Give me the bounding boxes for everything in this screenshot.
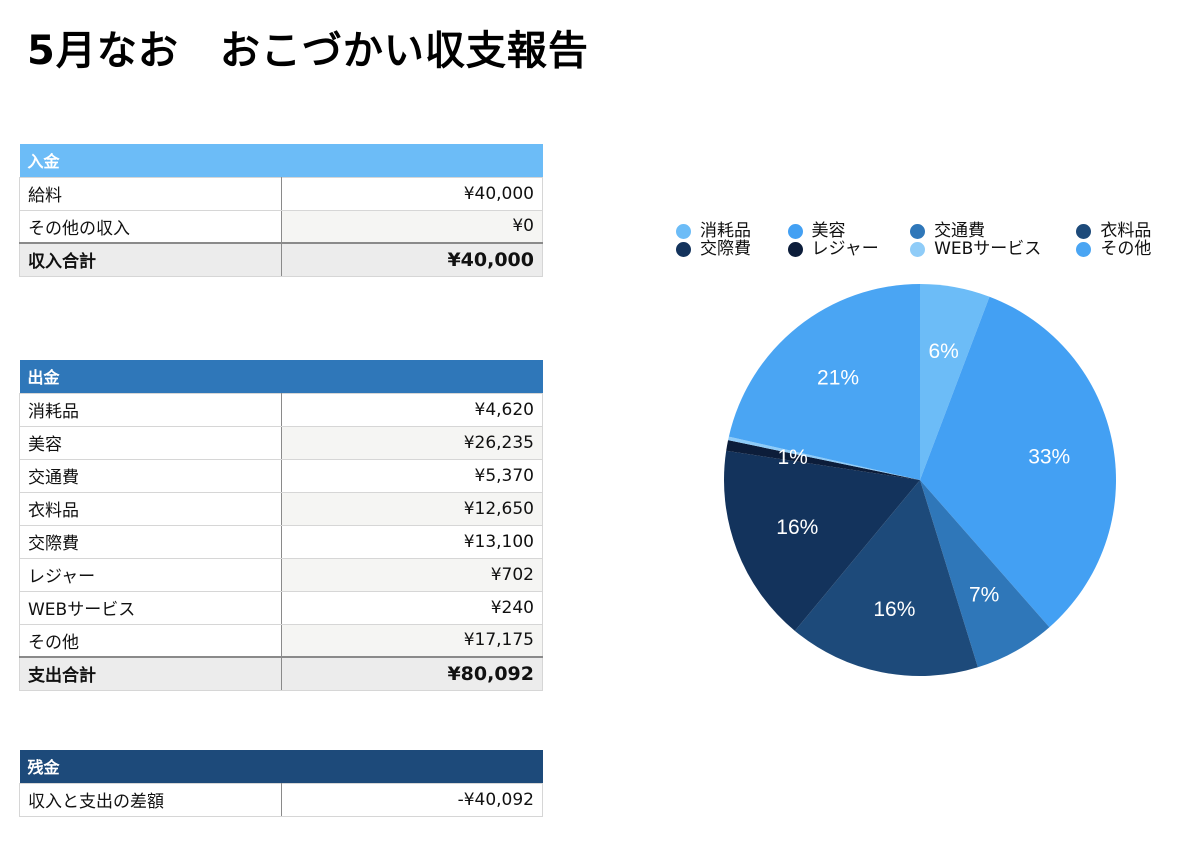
expense-header-row: 出金 (19, 360, 543, 393)
legend-label: その他 (1100, 239, 1152, 259)
legend-item: レジャー (787, 239, 911, 259)
row-label: 収入と支出の差額 (19, 782, 282, 817)
pie-slice[interactable] (920, 284, 990, 480)
income-table: 入金 給料 ¥40,000 その他の収入 ¥0 収入合計 ¥40,000 (19, 144, 543, 277)
row-label: 衣料品 (19, 491, 282, 526)
legend-dot-icon (787, 241, 803, 257)
table-row[interactable]: その他 ¥17,175 (19, 623, 543, 658)
row-amount[interactable]: ¥13,100 (280, 524, 543, 559)
legend-item: その他 (1076, 240, 1176, 258)
pie-slice[interactable] (728, 284, 920, 480)
pie-slice-label: 21% (817, 366, 859, 389)
pie-slice-label: 1% (777, 446, 807, 469)
legend-item: 衣料品 (1076, 222, 1176, 240)
row-label: 美容 (19, 425, 282, 460)
legend-item: 消耗品 (676, 222, 788, 240)
expense-table: 出金 消耗品 ¥4,620 美容 ¥26,235 交通費 ¥5,370 衣料品 … (19, 360, 543, 691)
pie-slice-label: 16% (873, 598, 915, 621)
chart-legend: 消耗品 美容 交通費 衣料品 交際費 レジャー WEBサービス その他 (676, 222, 1176, 258)
pie-slice[interactable] (920, 480, 1050, 668)
legend-label: 衣料品 (1100, 221, 1152, 241)
row-label: レジャー (19, 557, 282, 592)
income-total-row: 収入合計 ¥40,000 (19, 242, 543, 277)
expense-total-row: 支出合計 ¥80,092 (19, 656, 543, 691)
row-amount[interactable]: ¥26,235 (280, 425, 543, 460)
pie-slice[interactable] (728, 436, 920, 480)
table-row[interactable]: 給料 ¥40,000 (19, 176, 543, 211)
legend-dot-icon (1076, 223, 1092, 239)
row-amount[interactable]: -¥40,092 (280, 782, 543, 817)
row-amount[interactable]: ¥0 (280, 209, 543, 244)
legend-dot-icon (910, 223, 926, 239)
row-label: 消耗品 (19, 392, 282, 427)
legend-row: 交際費 レジャー WEBサービス その他 (676, 240, 1176, 258)
legend-label: 交通費 (934, 221, 986, 241)
row-label: WEBサービス (19, 590, 282, 625)
table-row[interactable]: 交通費 ¥5,370 (19, 458, 543, 493)
legend-label: WEBサービス (934, 239, 1042, 259)
balance-table: 残金 収入と支出の差額 -¥40,092 (19, 750, 543, 817)
table-row[interactable]: 交際費 ¥13,100 (19, 524, 543, 559)
pie-slice-label: 6% (928, 340, 958, 363)
row-amount[interactable]: ¥12,650 (280, 491, 543, 526)
legend-label: 交際費 (700, 239, 751, 259)
row-label: 交通費 (19, 458, 282, 493)
table-row[interactable]: レジャー ¥702 (19, 557, 543, 592)
legend-row: 消耗品 美容 交通費 衣料品 (676, 222, 1176, 240)
table-row[interactable]: 消耗品 ¥4,620 (19, 392, 543, 427)
legend-item: 交際費 (676, 240, 788, 258)
row-label: その他 (19, 623, 282, 658)
pie-slice-label: 7% (969, 584, 999, 607)
table-row[interactable]: その他の収入 ¥0 (19, 209, 543, 244)
legend-dot-icon (676, 241, 691, 257)
legend-item: 交通費 (910, 222, 1076, 240)
income-header-row: 入金 (19, 144, 543, 177)
legend-label: 美容 (811, 221, 846, 241)
legend-dot-icon (676, 223, 691, 239)
legend-item: 美容 (787, 221, 911, 241)
expense-pie-chart: 6% 33% 7% 16% 16% 1% 21% (724, 284, 1116, 676)
row-amount[interactable]: ¥702 (280, 557, 543, 592)
expense-header: 出金 (19, 360, 543, 393)
row-amount[interactable]: ¥240 (280, 590, 543, 625)
row-label: 交際費 (19, 524, 282, 559)
balance-header-row: 残金 (19, 750, 543, 783)
row-amount[interactable]: ¥40,000 (280, 176, 543, 211)
pie-slice[interactable] (724, 450, 920, 631)
row-label: 給料 (19, 176, 282, 211)
row-amount[interactable]: ¥17,175 (280, 623, 543, 658)
income-total-amount: ¥40,000 (280, 242, 543, 277)
pie-slice[interactable] (794, 480, 978, 676)
page-title: 5月なお おこづかい収支報告 (27, 28, 589, 74)
legend-dot-icon (1076, 241, 1092, 257)
legend-label: レジャー (811, 239, 879, 259)
legend-dot-icon (910, 241, 926, 257)
expense-total-label: 支出合計 (19, 656, 282, 691)
table-row[interactable]: 衣料品 ¥12,650 (19, 491, 543, 526)
pie-slice[interactable] (726, 440, 920, 480)
table-row[interactable]: 収入と支出の差額 -¥40,092 (19, 782, 543, 817)
pie-slice-label: 16% (776, 516, 818, 539)
row-amount[interactable]: ¥4,620 (280, 392, 543, 427)
row-amount[interactable]: ¥5,370 (280, 458, 543, 493)
income-total-label: 収入合計 (19, 242, 282, 277)
pie-slice-label: 33% (1028, 446, 1070, 469)
table-row[interactable]: 美容 ¥26,235 (19, 425, 543, 460)
table-row[interactable]: WEBサービス ¥240 (19, 590, 543, 625)
legend-item: WEBサービス (910, 240, 1076, 258)
row-label: その他の収入 (19, 209, 282, 244)
balance-header: 残金 (19, 750, 543, 783)
expense-total-amount: ¥80,092 (280, 656, 543, 691)
legend-dot-icon (787, 223, 803, 239)
pie-slice[interactable] (920, 296, 1116, 628)
legend-label: 消耗品 (700, 221, 751, 241)
income-header: 入金 (19, 144, 543, 177)
